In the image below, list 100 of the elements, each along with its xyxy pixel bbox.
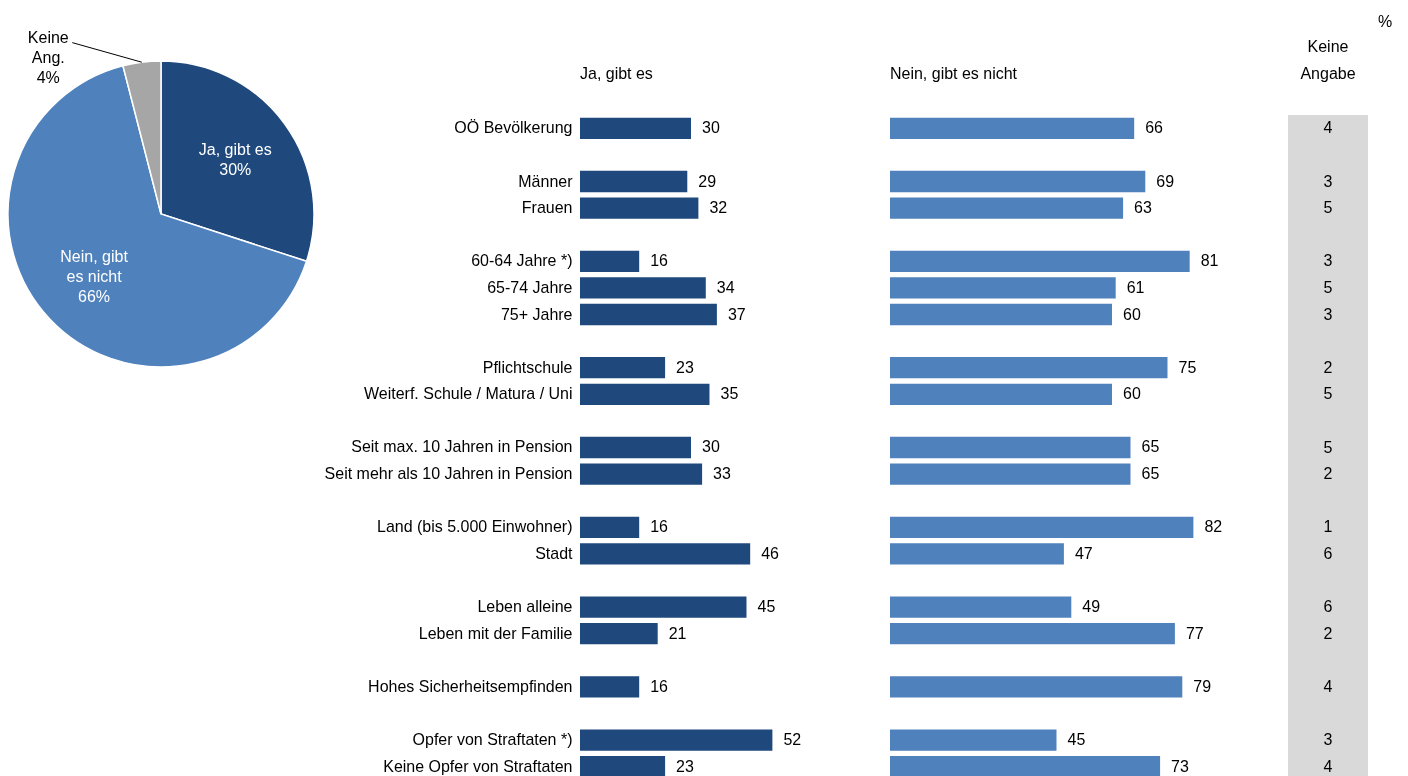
data-label: 60 [1122,305,1141,323]
data-label: 30% [219,161,252,179]
y-tick-label: Seit max. 10 Jahren in Pension [351,438,573,456]
data-label: 5 [1323,385,1333,403]
data-label: 32 [709,199,728,217]
data-label: 66 [1145,119,1164,137]
data-label: 5 [1323,278,1333,296]
data-label: 16 [650,252,669,270]
data-label: 81 [1200,252,1219,270]
bar [889,117,1135,139]
data-label: 49 [1082,598,1101,616]
data-label: 1 [1323,518,1333,536]
bar [579,303,717,326]
data-label: 73 [1171,757,1189,775]
data-label: 66% [78,287,111,305]
bar [579,596,747,618]
data-label: 4 [1323,677,1333,695]
data-label: 77 [1185,624,1204,642]
bar [889,676,1183,698]
y-tick-label: Stadt [535,544,574,562]
bar [579,250,640,272]
y-tick-label: 60-64 Jahre *) [471,252,573,270]
data-label: 4% [36,68,60,86]
data-label: 35 [720,385,739,403]
bar [579,676,640,698]
bar [889,596,1072,618]
data-label: 5 [1323,438,1333,456]
bar [889,623,1175,645]
data-label: 3 [1323,252,1333,270]
y-tick-label: Leben alleine [477,598,573,616]
y-tick-label: Keine Opfer von Straftaten [383,757,573,775]
text: Keine Angabe [1300,38,1356,82]
y-tick-label: Seit mehr als 10 Jahren in Pension [324,465,573,483]
data-label: 23 [676,757,694,775]
bar [889,516,1194,538]
data-label: 21 [668,624,687,642]
data-label: 82 [1204,518,1223,536]
data-label: 4 [1323,757,1333,775]
chart-title: Ja, gibt es [579,65,653,82]
data-label: 47 [1074,544,1093,562]
data-label: 2 [1323,358,1333,376]
bar [889,543,1064,565]
bar [579,436,691,459]
bar [889,729,1057,751]
bar [579,197,699,219]
data-label: 60 [1122,385,1141,403]
data-label: 63 [1134,199,1152,217]
y-tick-label: Leben mit der Familie [418,624,573,642]
data-label: 16 [650,518,669,536]
data-label: 6 [1323,598,1333,616]
bar [889,277,1116,299]
bar [579,543,751,565]
bar [579,516,640,538]
data-label: 30 [701,119,720,137]
data-label: 29 [698,172,717,190]
bar [579,117,691,139]
y-tick-label: Land (bis 5.000 Einwohner) [376,518,573,536]
bar [579,277,706,299]
slice-label: Ja, gibt es [198,141,272,159]
bar [889,463,1131,485]
y-tick-label: Opfer von Straftaten *) [412,731,573,749]
data-label: 52 [783,731,802,749]
data-label: 65 [1141,465,1160,483]
bar [889,303,1112,326]
data-label: 30 [701,438,720,456]
y-tick-label: 75+ Jahre [500,305,573,323]
slice-label: Keine Ang. [27,28,69,66]
data-label: 6 [1323,544,1333,562]
bar [889,383,1112,405]
data-label: 45 [757,598,776,616]
data-label: 5 [1323,199,1333,217]
data-label: 61 [1126,278,1145,296]
data-label: 3 [1323,305,1333,323]
data-label: 75 [1178,358,1197,376]
chart-title: Nein, gibt es nicht [889,65,1018,82]
y-tick-label: Frauen [521,199,573,217]
data-label: 2 [1323,624,1333,642]
data-label: 45 [1067,731,1086,749]
y-tick-label: Männer [518,172,574,190]
data-label: 2 [1323,465,1333,483]
bar [889,436,1131,459]
bar [579,383,710,405]
data-label: 23 [676,358,694,376]
y-tick-label: Hohes Sicherheitsempfinden [368,677,573,695]
bar [579,729,773,751]
y-tick-label: Pflichtschule [482,358,573,376]
slice-label: Nein, gibt es nicht [60,247,129,285]
bar [889,357,1168,379]
data-label: 69 [1156,172,1175,190]
bar [579,357,666,379]
data-label: 4 [1323,119,1333,137]
bar [579,170,688,193]
data-label: 3 [1323,731,1333,749]
data-label: 46 [761,544,780,562]
data-label: 33 [713,465,731,483]
data-label: 37 [727,305,746,323]
bar [889,197,1124,219]
bar [889,250,1190,272]
bar [579,463,703,485]
text: % [1377,13,1393,30]
